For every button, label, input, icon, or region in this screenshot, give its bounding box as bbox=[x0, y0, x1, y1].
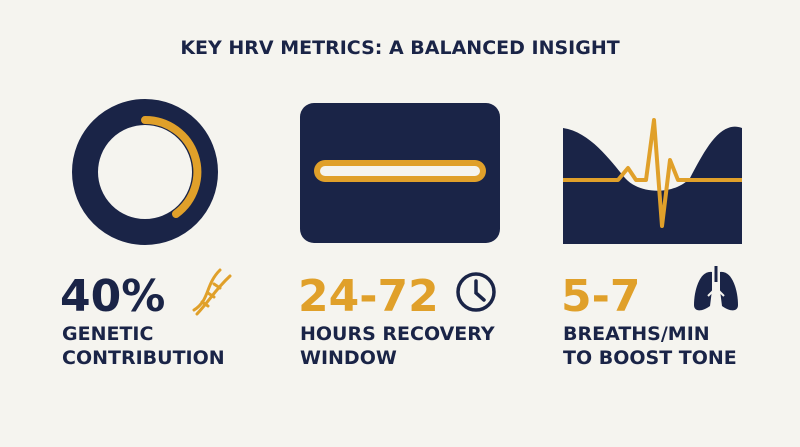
metric-label: HOURS RECOVERY bbox=[300, 323, 495, 345]
donut-icon bbox=[72, 99, 218, 245]
metric-value: 24-72 bbox=[298, 271, 439, 322]
metric-label: BREATHS/MIN bbox=[563, 323, 710, 345]
clock-icon bbox=[456, 272, 496, 312]
metric-label: WINDOW bbox=[300, 347, 397, 369]
metric-label: GENETIC bbox=[62, 323, 153, 345]
metric-value: 40% bbox=[60, 271, 165, 322]
pulse-icon bbox=[563, 118, 742, 244]
lungs-icon bbox=[694, 266, 738, 311]
window-icon bbox=[300, 103, 500, 243]
metric-label: CONTRIBUTION bbox=[62, 347, 225, 369]
metric-label: TO BOOST TONE bbox=[563, 347, 737, 369]
metric-value: 5-7 bbox=[561, 271, 641, 322]
title: KEY HRV METRICS: A BALANCED INSIGHT bbox=[180, 37, 619, 59]
dna-icon bbox=[192, 268, 232, 316]
